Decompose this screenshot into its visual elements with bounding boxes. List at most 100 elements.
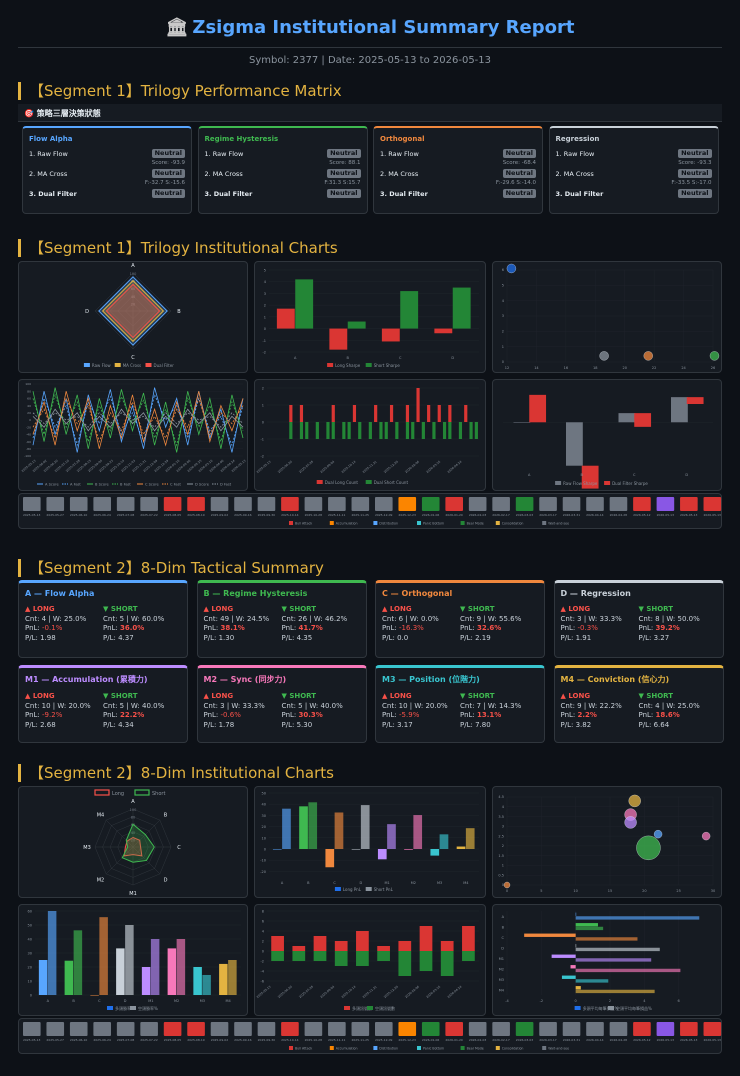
trilogy-card: Regime Hysteresis 1. Raw Flow Neutral Score… (197, 126, 368, 214)
x-tick-label: 2026-03-16 (425, 460, 441, 474)
x-tick-label: 25 (676, 889, 680, 893)
legend-label: A Score (45, 483, 59, 487)
heatmap-date: 2025-08-05 (164, 513, 182, 517)
bar-dual-long-count (389, 405, 394, 422)
y-tick-label: -80 (26, 447, 31, 451)
tactical-long-col: ▲ LONG Cnt: 49 | W: 24.5% PnL: 38.1% P/L: 1… (204, 605, 282, 643)
y-tick-label: 60 (27, 397, 31, 401)
score-line-chart-panel: 100 80 60 40 20 0 -20 -40 -60 -80 -100 2025-05-13 20… (18, 379, 248, 491)
tactical-long-pf: P/L: 3.82 (560, 720, 592, 729)
trilogy-fs: F:31.3 S:15.7 (324, 180, 361, 186)
y-tick-label: C (502, 936, 505, 940)
tactical-short-pf: P/L: 4.35 (281, 633, 313, 642)
legend-label: B Fast (120, 483, 131, 487)
heatmap-date: 2025-08-19 (187, 1038, 205, 1042)
legend-swatch (542, 1046, 547, 1050)
pnl-value: -5.9% (399, 711, 420, 719)
legend-swatch (495, 521, 500, 525)
tactical-short-pf: P/L: 5.30 (281, 720, 313, 729)
radar-series-short (121, 823, 155, 863)
heatmap-cell (539, 497, 557, 511)
trilogy-row-label: 3. Dual Filter (204, 189, 253, 198)
radar-tick-label: 40 (131, 831, 135, 835)
trilogy-score: Score: -68.4 (502, 160, 536, 166)
x-tick-label: 2025-05-13 (256, 460, 272, 474)
y-tick-label: 5 (502, 284, 504, 288)
tactical-short-head: ▼ SHORT (103, 692, 138, 700)
status-badge: Neutral (502, 189, 536, 198)
y-tick-label: 1 (502, 864, 504, 868)
pnl-value: 39.2% (655, 624, 680, 632)
scatter-point (643, 351, 653, 361)
trilogy-row: 1. Raw Flow Neutral (29, 149, 185, 158)
tactical-card: M4 — Conviction (信心力) ▲ LONG Cnt: 9 | W: 2… (553, 665, 724, 743)
y-tick-label: M3 (499, 978, 504, 982)
x-tick-label: C (98, 999, 101, 1003)
heatmap-date: 2025-05-27 (46, 513, 64, 517)
legend-swatch (145, 363, 152, 367)
hbar (551, 954, 576, 958)
tactical-short-head: ▼ SHORT (281, 692, 317, 700)
trilogy-row: 2. MA Cross Neutral (380, 169, 536, 178)
heatmap-cell (210, 497, 229, 511)
radar-tick-label: 20 (131, 302, 135, 306)
x-tick-label: 2025-06-20 (277, 985, 293, 999)
heatmap-cell (328, 497, 346, 511)
x-tick-label: M3 (437, 881, 442, 885)
legend-swatch (344, 1006, 350, 1010)
legend-label: 空頭平均每筆損益% (616, 1005, 652, 1011)
bar-dual-short-count (342, 422, 346, 439)
x-tick-label: D (685, 473, 688, 477)
heatmap-date: 2025-06-24 (93, 1038, 111, 1042)
bar-dual-long-count (416, 388, 420, 422)
x-tick-label: 2026-02-06 (404, 985, 420, 999)
x-tick-label: B (307, 881, 310, 885)
heatmap-date: 2026-05-13 (680, 1038, 698, 1042)
pnl-label: PnL: (281, 624, 299, 632)
legend-label: 空頭訊號數 (375, 1005, 395, 1011)
bar-- (38, 960, 48, 995)
heatmap-date: 2025-09-02 (211, 1038, 229, 1042)
heatmap-cell (539, 1022, 557, 1036)
legend-label: Distribution (379, 1047, 398, 1051)
legend-label: Bull Attack (295, 1047, 312, 1051)
hbar (524, 933, 576, 937)
heatmap-cell (351, 497, 370, 511)
report-subtitle: Symbol: 2377 | Date: 2025-05-13 to 2026-… (248, 55, 492, 66)
bar-dual-short-count (315, 422, 319, 439)
hbar (570, 965, 576, 969)
pnl-label: PnL: (638, 624, 656, 632)
x-tick-label: 2025-12-29 (383, 985, 399, 999)
x-tick-label: 2026-02-06 (404, 460, 420, 474)
bar-dual-short-count (347, 422, 351, 439)
bar-- (90, 995, 99, 996)
scatter-point (628, 794, 641, 808)
trilogy-score: Score: -93.3 (678, 160, 712, 166)
hbar (575, 912, 577, 916)
heatmap-cell (375, 1022, 393, 1036)
bar-dual-long-count (437, 405, 441, 422)
heatmap-date: 2026-05-13 (703, 1038, 721, 1042)
tactical-short-pf: P/L: 4.37 (103, 633, 134, 642)
y-tick-label: 1 (262, 404, 264, 408)
radar-axis-label: B (177, 309, 181, 315)
heatmap-date: 2026-04-14 (586, 513, 604, 517)
legend-label: Bear Mode (467, 1047, 484, 1051)
legend-swatch (365, 480, 372, 484)
tactical-short-head: ▼ SHORT (460, 692, 495, 700)
heatmap-cell (468, 497, 487, 511)
heatmap-cell (93, 1022, 111, 1036)
status-badge: Neutral (678, 169, 712, 178)
legend-label: Short Sharpe (374, 363, 401, 368)
heatmap-date: 2025-11-25 (351, 513, 369, 517)
heatmap-date: 2026-05-12 (633, 513, 651, 517)
y-tick-label: 4 (502, 299, 505, 303)
trilogy-card-title: Regime Hysteresis (204, 135, 279, 143)
heatmap-date: 2025-05-13 (23, 1038, 41, 1042)
x-tick-label: 0 (506, 889, 508, 893)
tactical-card-title: M3 — Position (位階力) (382, 675, 480, 684)
pnl-label: PnL: (638, 711, 656, 719)
radar-series-raw-flow (98, 276, 168, 346)
